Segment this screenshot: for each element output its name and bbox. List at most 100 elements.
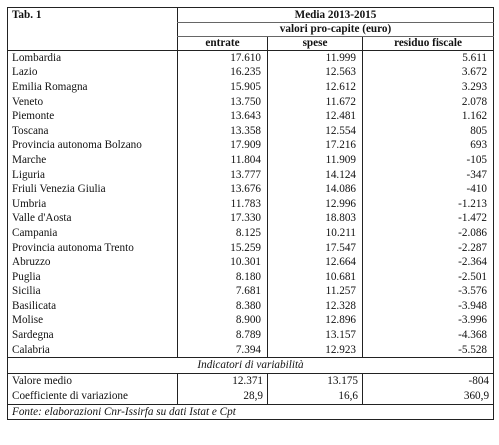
stat-cv-residuo: 360,9: [361, 389, 495, 406]
fiscal-residual-table: Tab. 1 Media 2013-2015 valori pro-capite…: [6, 7, 495, 421]
entrate-cell: 16.235: [177, 65, 268, 81]
header-empty-cell: [7, 36, 178, 51]
residuo-cell: 3.672: [361, 65, 495, 81]
residuo-cell: -2.364: [361, 255, 495, 270]
spese-cell: 11.999: [267, 50, 363, 66]
spese-cell: 12.664: [267, 255, 363, 270]
entrate-cell: 13.676: [177, 182, 268, 197]
residuo-cell: -1.472: [361, 211, 495, 227]
entrate-cell: 8.180: [177, 269, 268, 285]
spese-cell: 11.672: [267, 94, 363, 110]
column-header-spese: spese: [267, 36, 363, 51]
region-cell: Sicilia: [7, 284, 178, 300]
region-cell: Marche: [7, 153, 178, 168]
entrate-cell: 11.783: [177, 196, 268, 212]
header-empty-cell: [7, 22, 178, 37]
region-cell: Provincia autonoma Trento: [7, 240, 178, 256]
spese-cell: 14.086: [267, 182, 363, 197]
residuo-cell: -2.287: [361, 240, 495, 256]
entrate-cell: 7.394: [177, 342, 268, 358]
unit-header: valori pro-capite (euro): [176, 22, 495, 37]
table-row: Molise 8.900 12.896 -3.996: [7, 313, 495, 329]
entrate-cell: 11.804: [177, 153, 268, 168]
entrate-cell: 13.643: [177, 109, 268, 124]
region-cell: Lazio: [7, 65, 178, 81]
table-row: Lombardia 17.610 11.999 5.611: [7, 50, 495, 66]
period-header: Media 2013-2015: [176, 7, 495, 23]
entrate-cell: 8.125: [177, 226, 268, 241]
entrate-cell: 13.750: [177, 94, 268, 110]
stat-cv-entrate: 28,9: [177, 389, 268, 406]
stat-mean-entrate: 12.371: [177, 373, 268, 390]
table-row: Abruzzo 10.301 12.664 -2.364: [7, 255, 495, 270]
table-label: Tab. 1: [7, 7, 178, 23]
entrate-cell: 8.380: [177, 299, 268, 314]
spese-cell: 18.803: [267, 211, 363, 227]
spese-cell: 10.681: [267, 269, 363, 285]
entrate-cell: 17.909: [177, 138, 268, 154]
source-note: Fonte: elaborazioni Cnr-Issirfa su dati …: [6, 404, 495, 421]
entrate-cell: 10.301: [177, 255, 268, 270]
spese-cell: 17.216: [267, 138, 363, 154]
table-row: Veneto 13.750 11.672 2.078: [7, 94, 495, 110]
spese-cell: 12.328: [267, 299, 363, 314]
spese-cell: 11.909: [267, 153, 363, 168]
residuo-cell: -3.576: [361, 284, 495, 300]
spese-cell: 10.211: [267, 226, 363, 241]
stat-mean-residuo: -804: [361, 373, 495, 390]
residuo-cell: 805: [361, 123, 495, 139]
residuo-cell: -5.528: [361, 342, 495, 358]
table-row: Umbria 11.783 12.996 -1.213: [7, 196, 495, 212]
region-cell: Provincia autonoma Bolzano: [7, 138, 178, 154]
residuo-cell: -1.213: [361, 196, 495, 212]
residuo-cell: -2.501: [361, 269, 495, 285]
spese-cell: 12.554: [267, 123, 363, 139]
residuo-cell: -2.086: [361, 226, 495, 241]
entrate-cell: 8.789: [177, 328, 268, 343]
residuo-cell: 693: [361, 138, 495, 154]
region-cell: Abruzzo: [7, 255, 178, 270]
region-cell: Calabria: [7, 342, 178, 358]
spese-cell: 12.996: [267, 196, 363, 212]
residuo-cell: -4.368: [361, 328, 495, 343]
table-body: Lombardia 17.610 11.999 5.611 Lazio 16.235 12.…: [7, 50, 495, 358]
table-row: Friuli Venezia Giulia 13.676 14.086 -410: [7, 182, 495, 197]
table-row: Provincia autonoma Bolzano 17.909 17.216 69…: [7, 138, 495, 154]
table-row: Puglia 8.180 10.681 -2.501: [7, 269, 495, 285]
spese-cell: 14.124: [267, 167, 363, 183]
spese-cell: 12.481: [267, 109, 363, 124]
region-cell: Basilicata: [7, 299, 178, 314]
entrate-cell: 17.330: [177, 211, 268, 227]
variability-header: Indicatori di variabilità: [6, 357, 495, 375]
entrate-cell: 17.610: [177, 50, 268, 66]
region-cell: Campania: [7, 226, 178, 241]
table-row: Marche 11.804 11.909 -105: [7, 153, 495, 168]
table-row: Toscana 13.358 12.554 805: [7, 123, 495, 139]
stat-cv-spese: 16,6: [267, 389, 363, 406]
spese-cell: 11.257: [267, 284, 363, 300]
entrate-cell: 13.777: [177, 167, 268, 183]
spese-cell: 13.157: [267, 328, 363, 343]
region-cell: Friuli Venezia Giulia: [7, 182, 178, 197]
stat-mean-spese: 13.175: [267, 373, 363, 390]
region-cell: Piemonte: [7, 109, 178, 124]
residuo-cell: 5.611: [361, 50, 495, 66]
table-row: Campania 8.125 10.211 -2.086: [7, 226, 495, 241]
region-cell: Liguria: [7, 167, 178, 183]
residuo-cell: 3.293: [361, 80, 495, 95]
region-cell: Toscana: [7, 123, 178, 139]
table-row: Provincia autonoma Trento 15.259 17.547 -2.…: [7, 240, 495, 256]
table-row: Liguria 13.777 14.124 -347: [7, 167, 495, 183]
entrate-cell: 7.681: [177, 284, 268, 300]
entrate-cell: 8.900: [177, 313, 268, 329]
entrate-cell: 15.259: [177, 240, 268, 256]
residuo-cell: 1.162: [361, 109, 495, 124]
region-cell: Puglia: [7, 269, 178, 285]
region-cell: Emilia Romagna: [7, 80, 178, 95]
column-header-residuo: residuo fiscale: [361, 36, 495, 51]
table-row: Lazio 16.235 12.563 3.672: [7, 65, 495, 81]
stat-label-cv: Coefficiente di variazione: [7, 389, 178, 406]
table-row: Piemonte 13.643 12.481 1.162: [7, 109, 495, 124]
spese-cell: 12.612: [267, 80, 363, 95]
table-row: Emilia Romagna 15.905 12.612 3.293: [7, 80, 495, 95]
